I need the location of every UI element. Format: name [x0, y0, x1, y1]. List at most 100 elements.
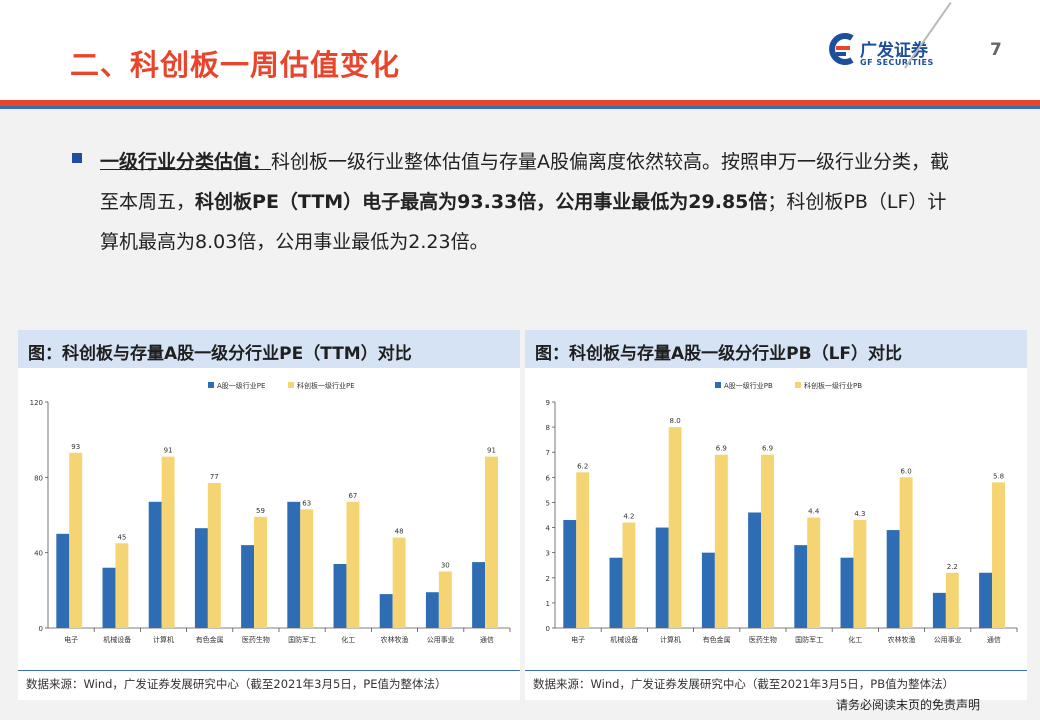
y-tick-label: 1 [546, 600, 550, 608]
y-tick-label: 7 [546, 449, 550, 457]
bullet-label: 一级行业分类估值： [100, 151, 272, 173]
bar-value-label: 6.9 [716, 445, 727, 453]
bar-value-label: 91 [164, 447, 173, 455]
x-tick-label: 医药生物 [749, 635, 777, 644]
x-tick-label: 公用事业 [934, 635, 962, 644]
bar-star-market [761, 454, 774, 628]
bar-a-share [194, 528, 208, 628]
bar-a-share [979, 572, 993, 628]
x-tick-label: 通信 [987, 635, 1001, 644]
bar-star-market [392, 537, 406, 628]
bar-a-share [333, 563, 347, 628]
y-tick-label: 2 [546, 575, 550, 583]
pe-source-rule [18, 670, 520, 671]
bar-value-label: 91 [487, 447, 496, 455]
bar-star-market [714, 454, 728, 628]
x-tick-label: 通信 [480, 635, 494, 644]
pe-chart-source: 数据来源：Wind，广发证券发展研究中心（截至2021年3月5日，PE值为整体法… [26, 677, 447, 691]
x-tick-label: 农林牧渔 [888, 635, 916, 644]
header-red-rule [0, 100, 1040, 106]
bar-value-label: 4.3 [854, 510, 865, 518]
bar-star-market [161, 456, 175, 628]
bar-value-label: 45 [117, 533, 126, 541]
bar-star-market [69, 452, 83, 628]
y-tick-label: 4 [546, 525, 551, 533]
bar-star-market [668, 427, 682, 628]
logo-text-en: GF SECURITIES [860, 58, 934, 67]
x-tick-label: 国防军工 [288, 635, 316, 644]
x-tick-label: 机械设备 [610, 635, 638, 644]
bar-star-market [899, 477, 913, 628]
bar-star-market [945, 572, 959, 628]
chart-legend: A股一级行业PE 科创板一级行业PE [208, 381, 355, 390]
y-tick-label: 3 [546, 550, 550, 558]
legend-swatch [795, 382, 801, 388]
bar-a-share [609, 557, 623, 628]
gf-logo-icon [829, 33, 854, 65]
legend-swatch [715, 382, 721, 388]
bar-value-label: 6.2 [577, 462, 588, 470]
y-tick-label: 5 [546, 499, 550, 507]
legend-label: 科创板一级行业PB [804, 381, 862, 390]
bar-value-label: 63 [302, 499, 311, 507]
bar-a-share [794, 545, 808, 628]
bar-star-market [622, 522, 636, 628]
bar-a-share [56, 533, 70, 628]
bar-a-share [148, 501, 162, 628]
y-tick-label: 120 [30, 399, 43, 407]
bar-a-share [241, 545, 255, 628]
x-tick-label: 农林牧渔 [381, 635, 409, 644]
bar-value-label: 4.4 [808, 508, 820, 516]
gf-securities-logo: 广发证券 GF SECURITIES [826, 32, 946, 72]
x-tick-label: 有色金属 [196, 635, 224, 644]
bar-star-market [346, 501, 360, 628]
legend-swatch [208, 382, 214, 388]
bullet-text-1: 科创板一级行业整体估值与存量A股偏离度依然较高。按照申万一级行业分类，截至本周五… [100, 151, 950, 213]
bar-star-market [992, 482, 1005, 628]
disclaimer-text: 请务必阅读末页的免责声明 [836, 698, 981, 712]
header-blue-rule [0, 106, 1040, 109]
y-tick-label: 40 [34, 550, 43, 558]
bar-a-share [102, 567, 116, 628]
bar-star-market [300, 509, 314, 628]
bar-value-label: 59 [256, 507, 265, 515]
pb-bar-chart: A股一级行业PB 科创板一级行业PB 0 1 2 3 4 5 6 7 8 9 6.2 电子 4.2 机械设备 8… [546, 381, 1018, 644]
y-tick-label: 9 [546, 399, 550, 407]
bar-a-share [287, 501, 301, 628]
bar-value-label: 67 [348, 492, 357, 500]
bar-value-label: 77 [210, 473, 219, 481]
bar-value-label: 4.2 [623, 513, 634, 521]
pb-source-rule [525, 670, 1027, 671]
bar-a-share [472, 562, 486, 628]
bar-value-label: 48 [395, 528, 404, 536]
bar-star-market [807, 517, 821, 628]
bar-star-market [438, 571, 452, 628]
bar-value-label: 8.0 [670, 417, 681, 425]
summary-paragraph: 一级行业分类估值：科创板一级行业整体估值与存量A股偏离度依然较高。按照申万一级行… [100, 142, 960, 262]
y-tick-label: 80 [34, 474, 43, 482]
bar-a-share [701, 552, 715, 628]
page-number: 7 [990, 40, 1002, 60]
slide-header: 二、科创板一周估值变化 广发证券 GF SECURITIES 7 [0, 0, 1040, 100]
x-tick-label: 电子 [571, 635, 585, 644]
y-tick-label: 6 [546, 474, 551, 482]
bar-star-market [207, 482, 221, 628]
x-tick-label: 有色金属 [703, 635, 731, 644]
bar-a-share [655, 527, 669, 628]
page-title: 二、科创板一周估值变化 [70, 48, 401, 82]
pe-chart-panel: 图：科创板与存量A股一级分行业PE（TTM）对比 A股一级行业PE 科创板一级行业… [18, 330, 520, 700]
x-tick-label: 计算机 [153, 635, 174, 644]
bullet-square-icon [72, 153, 82, 163]
x-tick-label: 公用事业 [427, 635, 455, 644]
bar-star-market [254, 516, 267, 628]
bar-star-market [485, 456, 498, 628]
y-tick-label: 8 [546, 424, 550, 432]
bar-star-market [576, 472, 590, 628]
bullet-text-2: ；科创板PB（LF）计算机最高为8.03倍，公用事业最低为2.23倍。 [100, 191, 947, 253]
legend-label: A股一级行业PB [724, 381, 773, 390]
legend-label: 科创板一级行业PE [297, 381, 355, 390]
y-tick-label: 0 [546, 625, 550, 633]
bar-a-share [886, 530, 900, 628]
pb-chart-source: 数据来源：Wind，广发证券发展研究中心（截至2021年3月5日，PB值为整体法… [533, 677, 955, 691]
bar-value-label: 6.0 [901, 467, 912, 475]
